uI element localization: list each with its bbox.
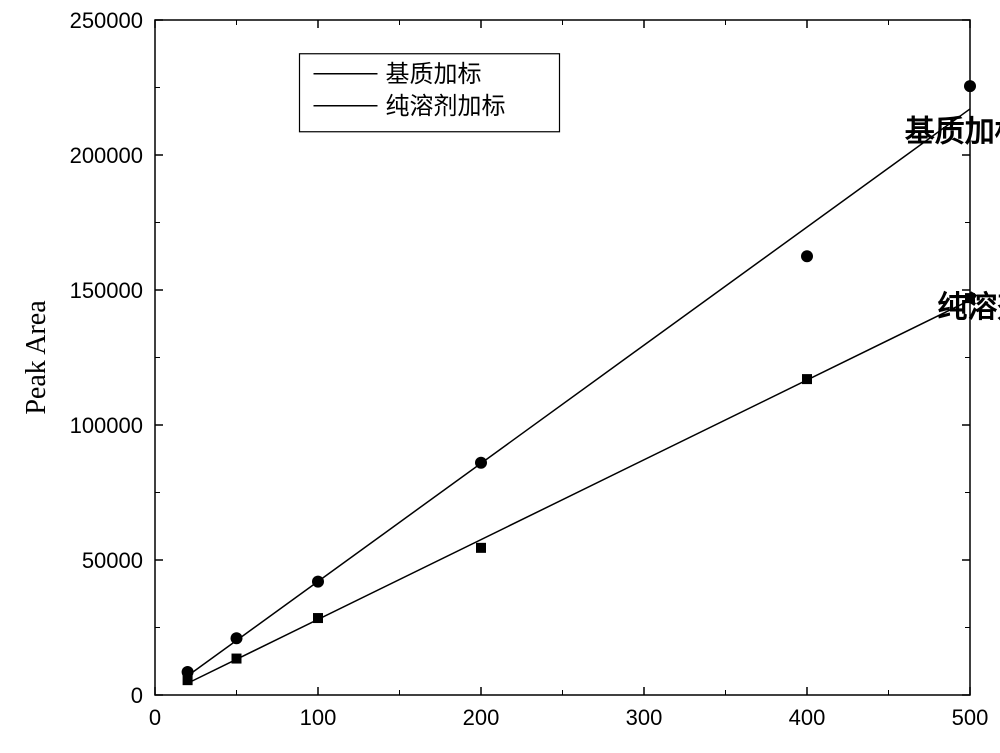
series-label: 基质加标	[905, 116, 1000, 149]
y-tick-label: 150000	[70, 278, 143, 303]
y-tick-label: 250000	[70, 8, 143, 33]
legend-label: 基质加标	[386, 61, 482, 88]
y-tick-label: 100000	[70, 413, 143, 438]
marker-square	[232, 654, 242, 664]
y-axis-label: Peak Area	[21, 300, 52, 415]
series-label: 纯溶剂加标	[937, 290, 1000, 324]
x-tick-label: 0	[149, 705, 161, 730]
marker-circle	[312, 576, 324, 588]
y-tick-label: 0	[131, 683, 143, 708]
legend-label: 纯溶剂加标	[386, 93, 506, 120]
marker-circle	[475, 457, 487, 469]
marker-square	[183, 675, 193, 685]
marker-square	[802, 374, 812, 384]
marker-square	[313, 613, 323, 623]
y-tick-label: 50000	[82, 548, 143, 573]
marker-circle	[231, 632, 243, 644]
x-tick-label: 200	[463, 705, 500, 730]
chart-svg: 0 100 200 300 400 500 0 50000 100000 150000 200000…	[0, 0, 1000, 753]
chart-container: 0 100 200 300 400 500 0 50000 100000 150000 200000…	[0, 0, 1000, 753]
marker-circle	[964, 80, 976, 92]
y-tick-label: 200000	[70, 143, 143, 168]
x-tick-label: 500	[952, 705, 989, 730]
x-tick-label: 400	[789, 705, 826, 730]
marker-square	[476, 543, 486, 553]
x-tick-label: 100	[300, 705, 337, 730]
x-tick-label: 300	[626, 705, 663, 730]
marker-circle	[801, 250, 813, 262]
